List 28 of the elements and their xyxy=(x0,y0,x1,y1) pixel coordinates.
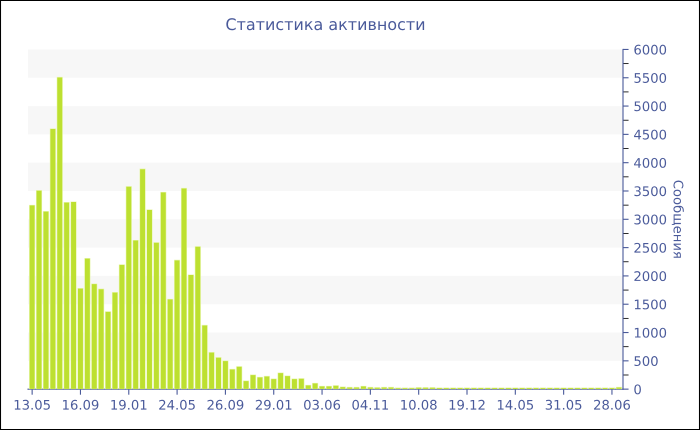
x-tick-label: 19.01 xyxy=(111,400,146,410)
y-tick-label: 0 xyxy=(634,384,641,394)
x-tick-label: 10.08 xyxy=(401,400,437,410)
x-tick-label: 28.06 xyxy=(594,400,630,410)
y-tick-label: 3500 xyxy=(634,186,666,196)
x-tick-label: 13.05 xyxy=(14,400,50,410)
x-tick-label: 26.09 xyxy=(207,400,244,410)
y-tick-label: 1500 xyxy=(634,299,666,310)
y-tick-label: 6000 xyxy=(634,44,666,55)
y-tick-label: 500 xyxy=(634,356,658,366)
chart-title: Статистика активности xyxy=(226,18,424,30)
x-tick-label: 31.05 xyxy=(546,400,582,410)
x-tick-label: 29.01 xyxy=(256,400,292,410)
y-tick-label: 5500 xyxy=(634,72,666,83)
x-tick-label: 03.06 xyxy=(304,400,340,410)
y-tick-label: 5000 xyxy=(634,101,666,112)
x-tick-label: 16.09 xyxy=(63,400,98,410)
x-tick-label: 24.05 xyxy=(159,400,195,410)
y-tick-label: 3000 xyxy=(634,214,666,224)
y-tick-label: 4500 xyxy=(634,130,666,140)
y-tick-label: 2500 xyxy=(634,242,666,253)
y-tick-label: 4000 xyxy=(634,158,666,168)
x-tick-label: 19.12 xyxy=(450,400,485,410)
x-tick-label: 04.11 xyxy=(352,400,388,410)
x-tick-label: 14.05 xyxy=(498,400,534,410)
y-tick-label: 2000 xyxy=(634,271,666,282)
y-tick-label: 1000 xyxy=(634,328,666,338)
y-axis-title: Сообщения xyxy=(672,180,684,258)
